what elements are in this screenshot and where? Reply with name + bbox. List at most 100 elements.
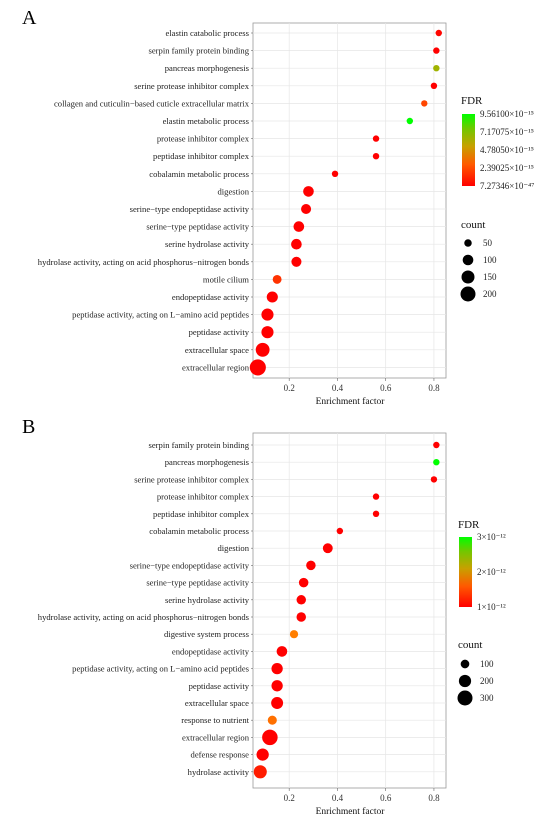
data-point (421, 100, 428, 107)
data-point (372, 493, 380, 500)
panel-a-fdr-legend-title: FDR (461, 95, 483, 107)
count-legend-dot (458, 674, 472, 688)
data-point (298, 577, 309, 588)
x-tick-label: 0.2 (284, 793, 295, 803)
category-label: digestion (217, 186, 249, 196)
panel-a-x-ticks: 0.2 0.4 0.6 0.8 (251, 32, 440, 393)
category-label: endopeptidase activity (172, 292, 250, 302)
panel-b-count-legend: count 100 200 300 (457, 639, 494, 706)
data-point (261, 326, 274, 339)
fdr-legend-label: 7.17075×10⁻¹⁵ (480, 127, 534, 137)
count-legend-label: 200 (480, 676, 494, 686)
panel-a-fdr-colorbar (462, 114, 475, 186)
panel-a-dot-plot: elastin catabolic process serpin family p… (38, 22, 534, 407)
panel-a-grid (253, 23, 446, 378)
data-point (289, 630, 299, 639)
x-tick-label: 0.4 (332, 793, 344, 803)
data-point (301, 203, 312, 215)
fdr-legend-label: 2.39025×10⁻¹⁵ (480, 163, 534, 173)
category-label: peptidase activity, acting on L−amino ac… (72, 664, 249, 674)
data-point (433, 441, 440, 449)
data-point (256, 748, 269, 761)
count-legend-label: 150 (483, 272, 497, 282)
panel-b-dot-plot: serpin family protein binding pancreas mo… (38, 432, 506, 817)
data-point (293, 221, 305, 232)
data-point (249, 359, 266, 376)
category-label: elastin metabolic process (163, 116, 250, 126)
data-point (276, 646, 288, 657)
data-point (271, 697, 284, 709)
fdr-legend-label: 3×10⁻¹² (477, 532, 506, 542)
data-point (433, 459, 440, 466)
data-point (255, 342, 270, 357)
category-label: protease inhibitor complex (157, 134, 250, 144)
data-point (430, 82, 438, 90)
count-legend-dot (460, 659, 470, 669)
count-legend-dot (457, 690, 473, 706)
fdr-legend-label: 2×10⁻¹² (477, 567, 506, 577)
data-point (261, 308, 274, 321)
panel-b-fdr-colorbar (459, 537, 472, 607)
category-label: peptidase activity (189, 681, 250, 691)
panel-b-letter: B (22, 416, 35, 438)
category-label: pancreas morphogenesis (165, 457, 250, 467)
data-point (291, 256, 302, 267)
category-label: serine−type endopeptidase activity (130, 560, 250, 570)
count-legend-label: 100 (480, 659, 494, 669)
data-point (430, 476, 438, 483)
category-label: hydrolase activity, acting on acid phosp… (38, 257, 250, 267)
panel-b-points (253, 441, 440, 779)
data-point (306, 560, 316, 571)
data-point (272, 274, 282, 284)
category-label: hydrolase activity (188, 767, 250, 777)
x-tick-label: 0.4 (332, 383, 344, 393)
panel-a-fdr-legend: FDR 9.56100×10⁻¹⁵ 7.17075×10⁻¹⁵ 4.78050×10… (461, 95, 534, 191)
category-label: serine−type peptidase activity (146, 222, 249, 232)
panel-a-points (249, 29, 442, 376)
x-tick-label: 0.8 (428, 793, 440, 803)
count-legend-dot (460, 286, 476, 302)
panel-a-count-legend: count 50 100 150 200 (460, 219, 497, 302)
category-label: motile cilium (203, 274, 249, 284)
category-label: cobalamin metabolic process (149, 526, 249, 536)
fdr-legend-label: 9.56100×10⁻¹⁵ (480, 109, 534, 119)
category-label: digestion (217, 543, 249, 553)
panel-a-plot-area (252, 22, 447, 379)
data-point (336, 527, 344, 535)
panel-b-plot-area (252, 432, 447, 789)
category-label: serine−type endopeptidase activity (130, 204, 250, 214)
category-label: digestive system process (164, 629, 250, 639)
x-tick-label: 0.8 (428, 383, 440, 393)
panel-b-count-legend-title: count (458, 639, 482, 651)
category-label: collagen and cuticulin−based cuticle ext… (54, 98, 250, 108)
count-legend-dot (461, 270, 475, 284)
data-point (291, 238, 302, 250)
count-legend-label: 100 (483, 255, 497, 265)
category-label: serine protease inhibitor complex (134, 81, 249, 91)
category-label: serine hydrolase activity (165, 595, 250, 605)
data-point (406, 117, 414, 125)
panel-b-fdr-legend: FDR 3×10⁻¹² 2×10⁻¹² 1×10⁻¹² (458, 519, 506, 612)
panel-b-fdr-legend-title: FDR (458, 519, 480, 531)
category-label: endopeptidase activity (172, 646, 250, 656)
category-label: serine protease inhibitor complex (134, 474, 249, 484)
count-legend-label: 300 (480, 693, 494, 703)
data-point (253, 765, 267, 779)
panel-b-grid (253, 433, 446, 788)
data-point (372, 153, 380, 160)
data-point (372, 135, 380, 142)
category-label: extracellular space (185, 345, 249, 355)
data-point (271, 680, 283, 692)
data-point (331, 170, 339, 177)
data-point (267, 715, 277, 725)
category-label: hydrolase activity, acting on acid phosp… (38, 612, 250, 622)
category-label: defense response (191, 750, 250, 760)
data-point (271, 662, 283, 675)
count-legend-label: 50 (483, 238, 493, 248)
data-point (433, 65, 440, 72)
data-point (322, 543, 333, 554)
category-label: serine−type peptidase activity (146, 578, 249, 588)
category-label: serpin family protein binding (149, 440, 250, 450)
x-tick-label: 0.6 (380, 793, 392, 803)
